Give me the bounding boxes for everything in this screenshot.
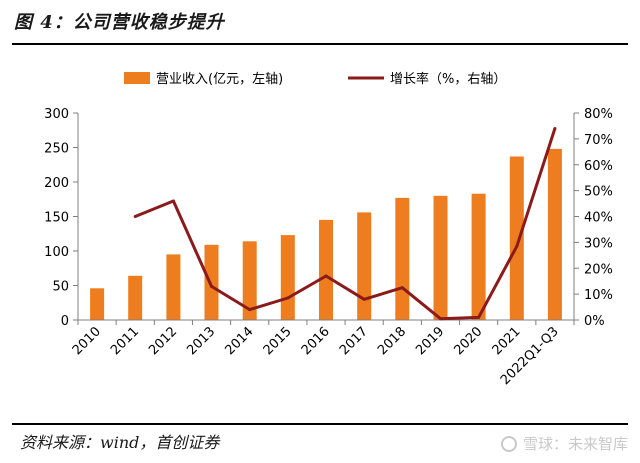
y-left-label: 300 (44, 107, 69, 122)
growth-point-2013 (210, 284, 213, 288)
figure-title: 图 4：公司营收稳步提升 (14, 12, 225, 33)
y-right-label: 70% (584, 133, 613, 148)
growth-point-2019 (439, 317, 442, 321)
bar-2012 (166, 254, 181, 320)
x-label: 2018 (375, 324, 409, 358)
x-label: 2011 (108, 324, 142, 358)
bar-2011 (128, 275, 143, 320)
y-left-label: 100 (44, 245, 69, 260)
title-divider (12, 43, 628, 45)
x-label: 2014 (223, 324, 257, 358)
axes (73, 112, 579, 325)
legend-line-label: 增长率（%，右轴） (390, 71, 506, 87)
y-right-label: 60% (584, 159, 613, 174)
bar-2016 (319, 219, 333, 320)
y-left-label: 0 (61, 314, 69, 329)
y-right-label: 0% (584, 314, 605, 329)
growth-point-2016 (324, 274, 328, 278)
bar-2019 (433, 195, 448, 320)
y-right-label: 20% (584, 262, 613, 277)
growth-point-2022q1-q3 (553, 127, 557, 130)
bar-2022q1-q3 (547, 148, 562, 320)
x-label: 2010 (70, 324, 104, 358)
legend: 营业收入(亿元，左轴) 增长率（%，右轴） (124, 71, 506, 87)
y-left-label: 250 (44, 142, 69, 157)
x-label: 2016 (299, 324, 333, 358)
growth-point-2014 (248, 308, 252, 312)
bar-2020 (471, 193, 486, 320)
x-label: 2021 (490, 324, 524, 358)
watermark: 雪球：未来智库 (500, 433, 628, 454)
x-label: 2020 (451, 324, 485, 358)
snowball-logo-icon (500, 435, 517, 452)
x-label: 2013 (184, 324, 218, 358)
line-series (133, 127, 557, 321)
bar-2014 (242, 241, 257, 320)
legend-bar-swatch (124, 72, 150, 84)
y-right-label: 50% (584, 185, 613, 200)
y-axis-left-labels: 0 50 100 150 200 250 300 (44, 107, 69, 329)
source-divider (12, 423, 628, 425)
x-axis-labels: 2010 2011 2012 2013 2014 2015 2016 2017 2018 2019… (70, 324, 562, 388)
bar-2018 (395, 197, 410, 320)
bar-2013 (204, 244, 219, 320)
watermark-text: 雪球：未来智库 (522, 435, 628, 453)
growth-point-2015 (286, 296, 290, 300)
x-label: 2012 (146, 324, 180, 358)
y-right-label: 40% (584, 211, 613, 226)
x-label: 2017 (337, 324, 371, 358)
growth-point-2017 (362, 297, 366, 301)
bar-2021 (509, 156, 524, 320)
y-right-label: 10% (584, 288, 613, 303)
source-note: 资料来源：wind，首创证券 (20, 433, 220, 452)
growth-point-2011 (133, 215, 137, 218)
bar-2010 (90, 288, 105, 320)
bar-2015 (280, 235, 295, 320)
growth-point-2020 (477, 315, 481, 319)
y-left-label: 50 (52, 280, 69, 295)
y-right-label: 30% (584, 236, 613, 251)
growth-point-2018 (400, 286, 404, 290)
y-right-label: 80% (584, 107, 613, 122)
y-axis-right-labels: 0% 10% 20% 30% 40% 50% 60% 70% 80% (584, 107, 613, 329)
growth-point-2021 (515, 244, 519, 248)
legend-bar-label: 营业收入(亿元，左轴) (156, 72, 283, 87)
x-label: 2019 (413, 324, 447, 358)
growth-point-2012 (171, 199, 175, 203)
growth-rate-line (134, 128, 557, 321)
bar-2017 (357, 212, 372, 320)
y-left-label: 150 (44, 211, 69, 226)
y-left-label: 200 (44, 176, 69, 191)
x-label: 2015 (261, 324, 295, 358)
